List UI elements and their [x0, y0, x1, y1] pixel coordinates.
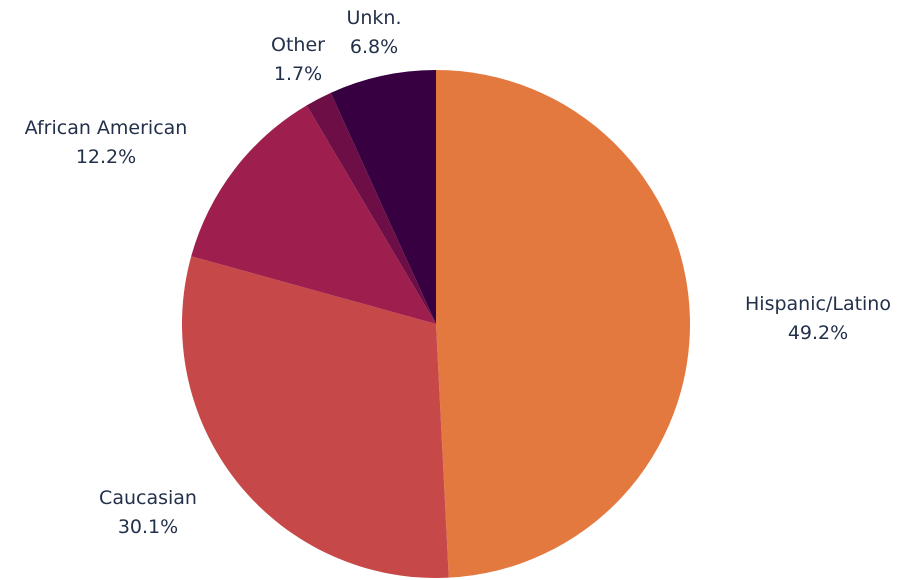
pie-slice-other	[306, 92, 436, 324]
slice-label-hispanic-latino: Hispanic/Latino	[745, 293, 891, 315]
slice-value-caucasian: 30.1%	[118, 516, 178, 538]
slice-value-other: 1.7%	[274, 63, 322, 85]
slice-value-african-american: 12.2%	[76, 146, 136, 168]
slice-value-hispanic-latino: 49.2%	[788, 322, 848, 344]
slice-label-unkn: Unkn.	[346, 7, 401, 29]
pie-slice-unkn	[330, 70, 436, 324]
slice-label-african-american: African American	[25, 117, 188, 139]
slice-label-caucasian: Caucasian	[99, 487, 197, 509]
slice-label-other: Other	[271, 34, 325, 56]
pie-slice-african-american	[191, 105, 436, 325]
pie-slice-caucasian	[181, 256, 449, 579]
pie-slices	[181, 70, 691, 579]
pie-slice-hispanic-latino	[436, 70, 691, 578]
slice-value-unkn: 6.8%	[350, 36, 398, 58]
pie-labels: Hispanic/Latino 49.2% Caucasian 30.1% Africa…	[25, 7, 891, 538]
